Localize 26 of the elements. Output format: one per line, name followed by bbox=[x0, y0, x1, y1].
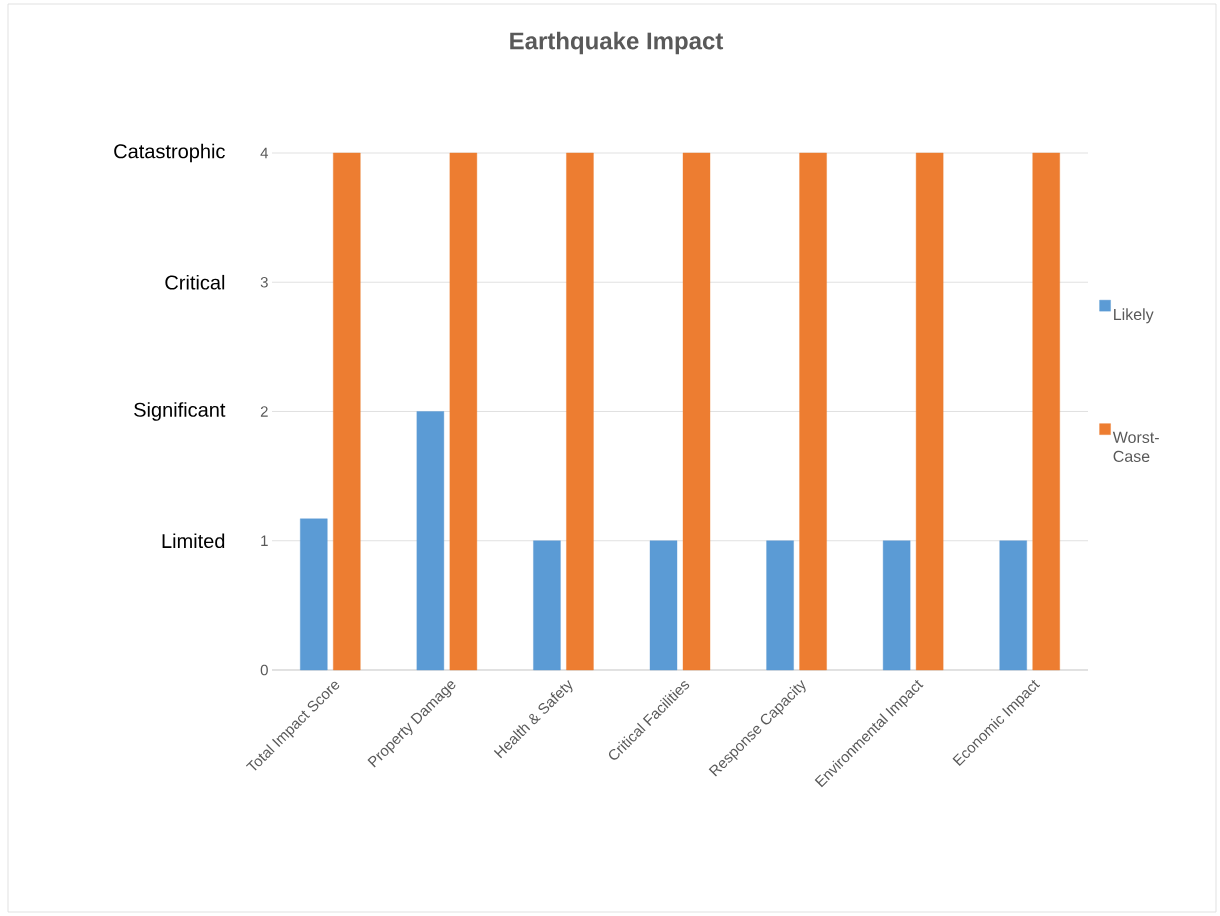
bar bbox=[333, 152, 361, 671]
bar bbox=[915, 152, 944, 671]
bar bbox=[533, 540, 561, 671]
legend-label: Worst-Case bbox=[1112, 431, 1159, 463]
y-tick-label: 0 bbox=[260, 664, 268, 676]
bar bbox=[999, 540, 1027, 671]
y-tick-label: 2 bbox=[260, 406, 268, 417]
bar bbox=[449, 152, 478, 671]
bar bbox=[416, 411, 445, 671]
y-tick-label: 4 bbox=[260, 147, 269, 159]
bar bbox=[766, 540, 794, 671]
bar bbox=[649, 540, 678, 671]
chart-title: Earthquake Impact bbox=[510, 31, 724, 55]
bar bbox=[1032, 152, 1060, 671]
text: Critical bbox=[165, 274, 225, 290]
text: Catastrophic bbox=[114, 143, 225, 163]
legend-label: Likely bbox=[1114, 308, 1154, 324]
bar bbox=[566, 152, 594, 671]
bar bbox=[882, 540, 911, 671]
y-tick-label: 3 bbox=[260, 276, 268, 288]
bar bbox=[682, 152, 711, 671]
bar bbox=[799, 152, 827, 671]
y-tick-label: 1 bbox=[261, 535, 268, 546]
bar bbox=[300, 518, 328, 671]
text: Significant bbox=[134, 402, 226, 421]
text: Limited bbox=[162, 533, 225, 549]
